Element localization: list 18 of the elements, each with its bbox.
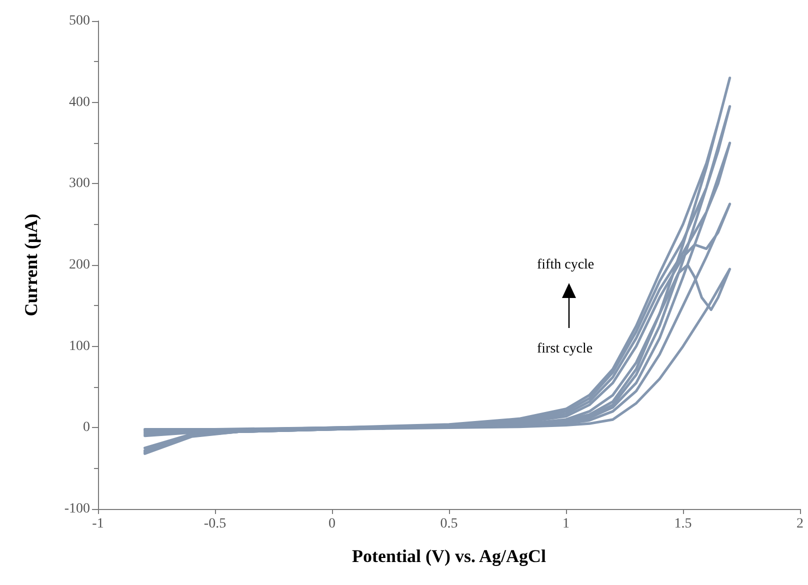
y-axis-title: Current (µA) [21,214,41,316]
x-tick-label: -0.5 [204,516,226,532]
annotation: first cycle [537,342,593,356]
y-tick-label: 200 [69,258,90,272]
x-tick-label: -1 [92,516,104,532]
y-tick-label: 400 [69,94,90,110]
y-tick-label: 100 [69,338,90,354]
x-tick-label: 0 [328,516,336,532]
x-tick-label: 1 [562,516,570,532]
x-tick-label: 2 [796,516,804,532]
y-tick-label: 0 [83,420,90,436]
x-tick-label: 1.5 [674,516,692,532]
x-tick-label: 0.5 [440,516,458,532]
y-tick-label: 300 [69,176,90,192]
x-axis-title: Potential (V) vs. Ag/AgCl [352,546,546,566]
y-tick-label: 500 [69,14,90,28]
annotation: fifth cycle [537,258,594,272]
y-tick-label: -100 [64,502,90,516]
